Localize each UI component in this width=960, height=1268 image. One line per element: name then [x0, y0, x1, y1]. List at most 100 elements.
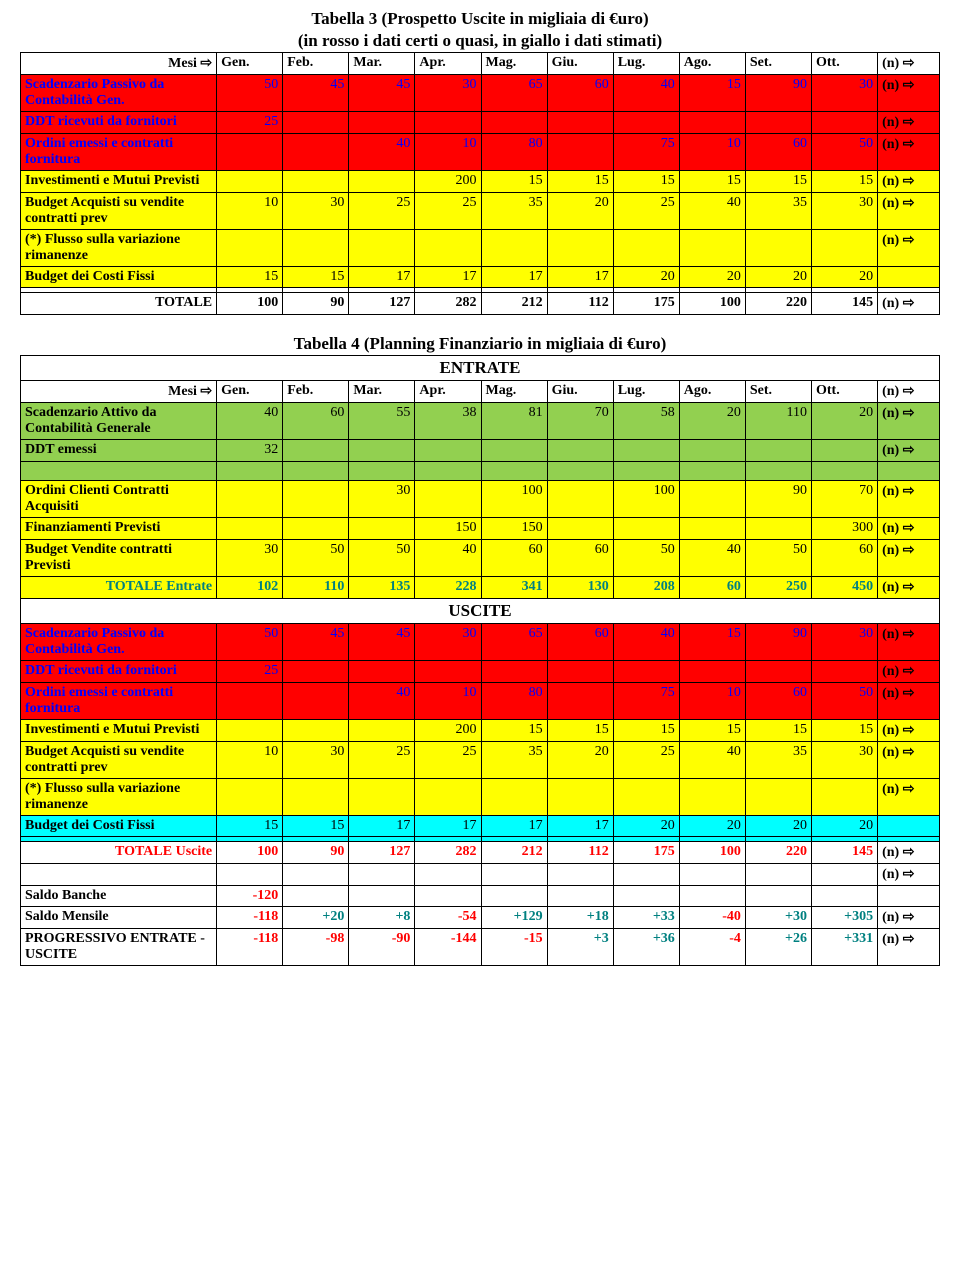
cell: 25: [415, 742, 481, 779]
n-cell: (n) ⇨: [878, 518, 940, 540]
pg7: -4: [679, 929, 745, 966]
cell: 25: [349, 742, 415, 779]
cell: 65: [481, 75, 547, 112]
cell: 30: [811, 75, 877, 112]
saldo-banche-label: Saldo Banche: [21, 886, 217, 907]
t3-total-1: 90: [283, 293, 349, 315]
cell: 90: [745, 481, 811, 518]
sm9: +305: [811, 907, 877, 929]
cell: [217, 518, 283, 540]
cell: 17: [349, 816, 415, 837]
cell: [613, 779, 679, 816]
month-feb: Feb.: [283, 53, 349, 75]
cell: 30: [283, 193, 349, 230]
t3-total-7: 100: [679, 293, 745, 315]
cell: 20: [547, 193, 613, 230]
row-label: DDT emessi: [21, 440, 217, 462]
cell: 30: [811, 193, 877, 230]
cell: 40: [349, 134, 415, 171]
cell: 40: [415, 540, 481, 577]
table-row: (*) Flusso sulla variazione rimanenze(n)…: [21, 779, 940, 816]
cell: 100: [613, 481, 679, 518]
sm4: +129: [481, 907, 547, 929]
cell: [349, 518, 415, 540]
cell: 60: [481, 540, 547, 577]
table3-title-line1: Tabella 3 (Prospetto Uscite in migliaia …: [20, 8, 940, 30]
cell: [283, 518, 349, 540]
row-label: Budget Acquisti su vendite contratti pre…: [21, 742, 217, 779]
cell: 20: [679, 403, 745, 440]
sm7: -40: [679, 907, 745, 929]
cell: 110: [745, 403, 811, 440]
gap-row: [21, 462, 940, 481]
table-row: Scadenzario Attivo da Contabilità Genera…: [21, 403, 940, 440]
pg9: +331: [811, 929, 877, 966]
cell: 30: [217, 540, 283, 577]
cell: [547, 440, 613, 462]
tu9: 145: [811, 842, 877, 864]
cell: [679, 661, 745, 683]
n-cell: (n) ⇨: [878, 403, 940, 440]
cell: [349, 171, 415, 193]
te6: 208: [613, 577, 679, 599]
cell: 20: [547, 742, 613, 779]
table-row: DDT ricevuti da fornitori25(n) ⇨: [21, 112, 940, 134]
cell: 75: [613, 683, 679, 720]
cell: 17: [415, 267, 481, 288]
cell: 25: [613, 742, 679, 779]
table-row: Ordini emessi e contratti fornitura40108…: [21, 683, 940, 720]
cell: 30: [349, 481, 415, 518]
cell: 15: [217, 267, 283, 288]
cell: 17: [481, 267, 547, 288]
cell: 35: [481, 742, 547, 779]
cell: [283, 134, 349, 171]
row-label: Budget Vendite contratti Previsti: [21, 540, 217, 577]
cell: 50: [745, 540, 811, 577]
tot-entrate-label: TOTALE Entrate: [21, 577, 217, 599]
cell: 15: [547, 720, 613, 742]
t4-m6: Lug.: [613, 381, 679, 403]
table-row: (*) Flusso sulla variazione rimanenze(n)…: [21, 230, 940, 267]
month-set: Set.: [745, 53, 811, 75]
month-ago: Ago.: [679, 53, 745, 75]
cell: [283, 112, 349, 134]
cell: 40: [349, 683, 415, 720]
cell: 35: [745, 742, 811, 779]
cell: 20: [745, 267, 811, 288]
cell: [415, 112, 481, 134]
cell: 10: [679, 134, 745, 171]
row-label: (*) Flusso sulla variazione rimanenze: [21, 230, 217, 267]
te4: 341: [481, 577, 547, 599]
table-row: Budget Vendite contratti Previsti3050504…: [21, 540, 940, 577]
cell: [613, 230, 679, 267]
cell: 15: [481, 720, 547, 742]
cell: 40: [679, 193, 745, 230]
cell: 15: [745, 720, 811, 742]
cell: 20: [745, 816, 811, 837]
n-cell: (n) ⇨: [878, 75, 940, 112]
n-cell: (n) ⇨: [878, 171, 940, 193]
cell: 80: [481, 683, 547, 720]
n-cell: (n) ⇨: [878, 683, 940, 720]
te7: 60: [679, 577, 745, 599]
blank-n-row: (n) ⇨: [21, 864, 940, 886]
month-lug: Lug.: [613, 53, 679, 75]
table3-header-row: Mesi ⇨ Gen. Feb. Mar. Apr. Mag. Giu. Lug…: [21, 53, 940, 75]
cell: 15: [679, 75, 745, 112]
t4-header-label: Mesi ⇨: [21, 381, 217, 403]
cell: [283, 440, 349, 462]
cell: [283, 720, 349, 742]
cell: [547, 518, 613, 540]
tu0: 100: [217, 842, 283, 864]
n-cell: (n) ⇨: [878, 112, 940, 134]
cell: 40: [613, 75, 679, 112]
te9: 450: [811, 577, 877, 599]
cell: [745, 518, 811, 540]
cell: 50: [283, 540, 349, 577]
cell: 45: [349, 75, 415, 112]
cell: [283, 230, 349, 267]
cell: 40: [679, 742, 745, 779]
cell: 81: [481, 403, 547, 440]
n-cell: (n) ⇨: [878, 134, 940, 171]
cell: [679, 779, 745, 816]
